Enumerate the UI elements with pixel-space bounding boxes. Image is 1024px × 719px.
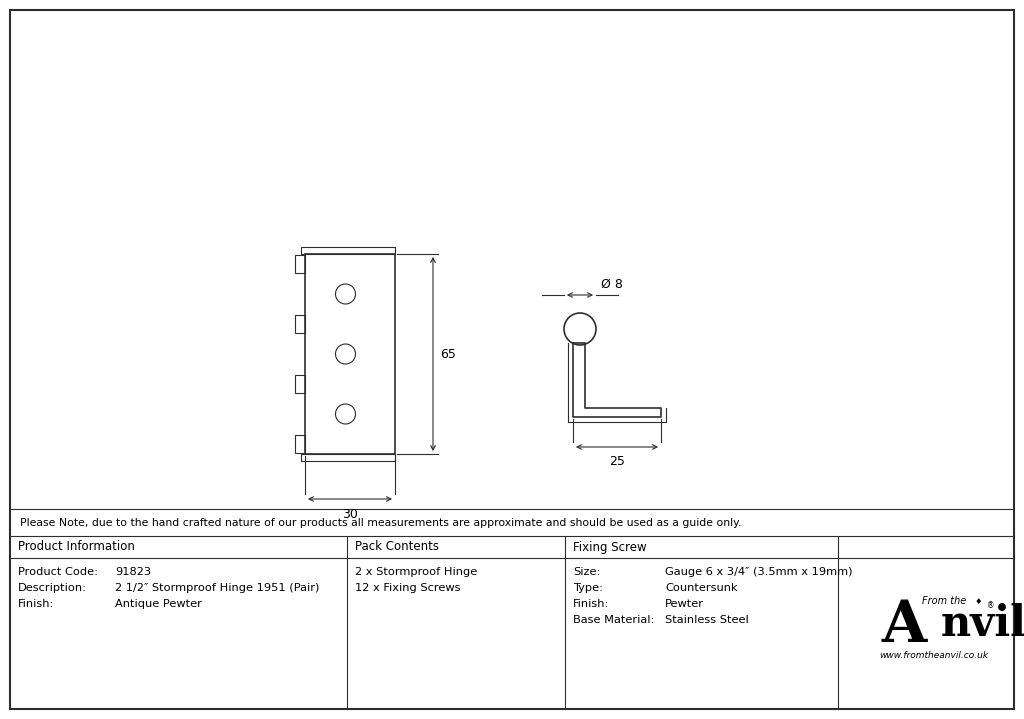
Text: 12 x Fixing Screws: 12 x Fixing Screws	[355, 583, 461, 593]
Text: Fixing Screw: Fixing Screw	[573, 541, 646, 554]
Text: Size:: Size:	[573, 567, 600, 577]
Bar	[295, 315, 305, 333]
Text: 2 1/2″ Stormproof Hinge 1951 (Pair): 2 1/2″ Stormproof Hinge 1951 (Pair)	[115, 583, 319, 593]
Text: Pewter: Pewter	[665, 599, 705, 609]
Text: Product Information: Product Information	[18, 541, 135, 554]
Bar	[301, 247, 395, 254]
Text: Product Code:: Product Code:	[18, 567, 98, 577]
Bar	[301, 454, 395, 461]
Text: A: A	[882, 597, 927, 654]
Text: Base Material:: Base Material:	[573, 615, 654, 625]
Text: Gauge 6 x 3/4″ (3.5mm x 19mm): Gauge 6 x 3/4″ (3.5mm x 19mm)	[665, 567, 853, 577]
Bar	[295, 375, 305, 393]
Text: Countersunk: Countersunk	[665, 583, 737, 593]
Text: From the: From the	[922, 597, 966, 607]
Bar	[305, 254, 395, 454]
Text: 2 x Stormproof Hinge: 2 x Stormproof Hinge	[355, 567, 477, 577]
Text: 91823: 91823	[115, 567, 152, 577]
Text: www.fromtheanvil.co.uk: www.fromtheanvil.co.uk	[880, 651, 988, 660]
Text: 30: 30	[342, 508, 358, 521]
Text: ®: ®	[987, 601, 994, 610]
Text: Ø 8: Ø 8	[601, 278, 623, 291]
Text: 25: 25	[609, 455, 625, 468]
Text: ♦: ♦	[974, 597, 982, 606]
Text: nvil: nvil	[941, 603, 1024, 644]
Text: Pack Contents: Pack Contents	[355, 541, 439, 554]
Text: 65: 65	[440, 347, 456, 360]
Text: Please Note, due to the hand crafted nature of our products all measurements are: Please Note, due to the hand crafted nat…	[20, 518, 741, 528]
Bar	[295, 255, 305, 273]
Text: Finish:: Finish:	[573, 599, 609, 609]
Text: Stainless Steel: Stainless Steel	[665, 615, 749, 625]
Text: Finish:: Finish:	[18, 599, 54, 609]
Text: Description:: Description:	[18, 583, 87, 593]
Bar	[295, 435, 305, 453]
Text: Type:: Type:	[573, 583, 603, 593]
Text: Antique Pewter: Antique Pewter	[115, 599, 202, 609]
